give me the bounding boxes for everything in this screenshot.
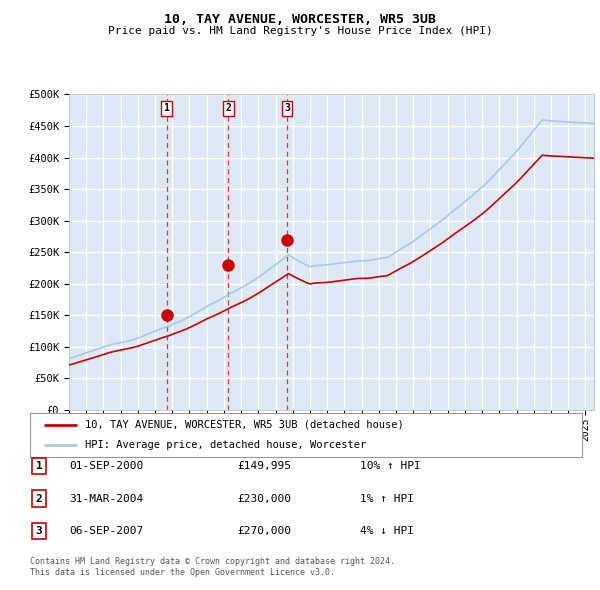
Text: 1: 1 bbox=[35, 461, 43, 471]
Text: 31-MAR-2004: 31-MAR-2004 bbox=[69, 494, 143, 503]
Text: This data is licensed under the Open Government Licence v3.0.: This data is licensed under the Open Gov… bbox=[30, 568, 335, 577]
Text: 3: 3 bbox=[284, 103, 290, 113]
Text: £230,000: £230,000 bbox=[237, 494, 291, 503]
Text: 3: 3 bbox=[35, 526, 43, 536]
Text: Price paid vs. HM Land Registry's House Price Index (HPI): Price paid vs. HM Land Registry's House … bbox=[107, 26, 493, 36]
Text: 1: 1 bbox=[164, 103, 169, 113]
Text: 2: 2 bbox=[225, 103, 231, 113]
Text: 06-SEP-2007: 06-SEP-2007 bbox=[69, 526, 143, 536]
Text: 1% ↑ HPI: 1% ↑ HPI bbox=[360, 494, 414, 503]
Text: £149,995: £149,995 bbox=[237, 461, 291, 471]
Text: 10, TAY AVENUE, WORCESTER, WR5 3UB: 10, TAY AVENUE, WORCESTER, WR5 3UB bbox=[164, 13, 436, 26]
Text: 10% ↑ HPI: 10% ↑ HPI bbox=[360, 461, 421, 471]
Text: 4% ↓ HPI: 4% ↓ HPI bbox=[360, 526, 414, 536]
Text: 2: 2 bbox=[35, 494, 43, 503]
Text: HPI: Average price, detached house, Worcester: HPI: Average price, detached house, Worc… bbox=[85, 440, 367, 450]
Text: £270,000: £270,000 bbox=[237, 526, 291, 536]
Text: Contains HM Land Registry data © Crown copyright and database right 2024.: Contains HM Land Registry data © Crown c… bbox=[30, 558, 395, 566]
Text: 10, TAY AVENUE, WORCESTER, WR5 3UB (detached house): 10, TAY AVENUE, WORCESTER, WR5 3UB (deta… bbox=[85, 420, 404, 430]
Text: 01-SEP-2000: 01-SEP-2000 bbox=[69, 461, 143, 471]
